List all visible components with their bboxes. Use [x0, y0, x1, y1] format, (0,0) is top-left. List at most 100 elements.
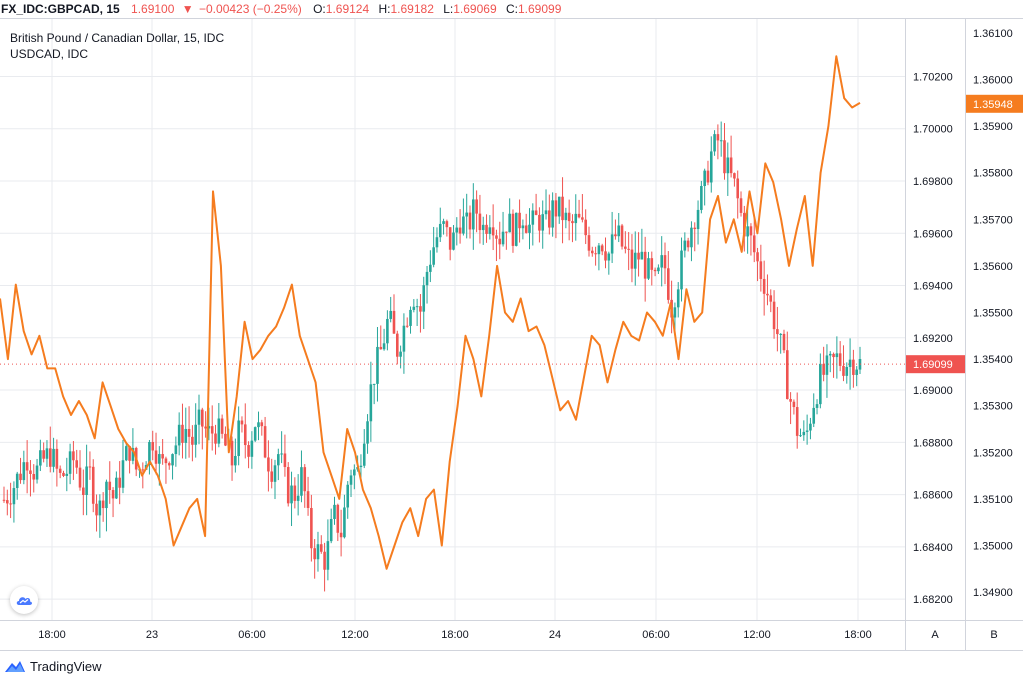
candle-body [690, 227, 693, 248]
usdcad-line [0, 55, 861, 570]
candle-body [161, 454, 164, 459]
candle-body [336, 504, 340, 533]
candle-body [148, 442, 151, 466]
tradingview-logo[interactable]: TradingView [4, 657, 102, 675]
candle-body [782, 333, 786, 351]
candle-body [852, 359, 855, 375]
candle-body [184, 428, 188, 443]
open-value: 1.69124 [325, 2, 370, 16]
candle-body [627, 248, 630, 250]
candle-body [696, 209, 700, 230]
candle-body [475, 199, 478, 214]
candle-body [296, 495, 300, 501]
high-label: H: [378, 2, 391, 16]
right-axis-tick-label: 1.35200 [973, 447, 1013, 459]
candle-body [693, 227, 697, 230]
candle-body [217, 418, 221, 444]
candle-body [118, 477, 121, 488]
candle-body [739, 198, 743, 213]
candle-body [799, 435, 802, 437]
time-axis-tick-label: 18:00 [844, 629, 872, 641]
candle-body [531, 210, 535, 225]
candle-body [514, 212, 518, 246]
left-axis-tick-label: 1.69800 [913, 176, 953, 188]
low-label: L: [443, 2, 454, 16]
candle-body [91, 466, 95, 504]
candle-body [756, 252, 759, 262]
candle-body [637, 252, 640, 260]
left-axis-tick-label: 1.68200 [913, 594, 953, 606]
price-change: −0.00423 (−0.25%) [199, 2, 302, 16]
symbol-name[interactable]: FX_IDC:GBPCAD, 15 [1, 2, 120, 16]
candle-body [164, 458, 168, 464]
candle-body [366, 421, 369, 444]
candle-body [673, 307, 677, 318]
tradingview-cloud-icon[interactable] [10, 586, 38, 614]
candle-body [201, 409, 204, 427]
candle-body [316, 544, 320, 560]
candle-body [554, 200, 558, 217]
candle-body [422, 285, 426, 312]
right-axis-tick-label: 1.35800 [973, 168, 1013, 180]
candle-body [481, 224, 485, 231]
candle-body [733, 173, 736, 179]
candle-body [210, 426, 214, 434]
candle-body [267, 457, 270, 472]
candle-body [72, 451, 75, 461]
candle-body [257, 422, 260, 428]
candle-body [214, 433, 217, 444]
candle-body [277, 454, 280, 466]
candle-body [815, 404, 819, 408]
candle-body [88, 466, 92, 468]
candle-body [111, 490, 115, 499]
candle-body [462, 216, 465, 234]
candle-body [534, 210, 538, 215]
candle-body [772, 301, 776, 330]
candle-body [45, 448, 49, 459]
time-axis-tick-label: 12:00 [743, 629, 771, 641]
candle-body [432, 247, 435, 265]
candle-body [392, 310, 396, 334]
candle-body [191, 436, 194, 445]
main-series-title[interactable]: British Pound / Canadian Dollar, 15, IDC [10, 31, 225, 45]
right-axis-tick-label: 1.35900 [973, 121, 1013, 133]
candle-body [402, 325, 406, 352]
candle-body [376, 346, 379, 384]
candle-body [686, 240, 690, 248]
candle-body [9, 503, 12, 505]
candle-body [290, 485, 293, 504]
left-axis-tick-label: 1.68800 [913, 437, 953, 449]
candle-body [237, 420, 240, 456]
candle-body [260, 422, 264, 427]
candle-body [452, 232, 455, 250]
candle-body [521, 225, 525, 229]
candle-body [2, 499, 6, 501]
candle-body [709, 151, 713, 183]
change-arrow-icon: ▼ [181, 2, 194, 16]
close-value: 1.69099 [517, 2, 562, 16]
candle-body [700, 186, 703, 210]
candle-body [303, 467, 307, 492]
candle-body [541, 214, 545, 231]
candle-body [805, 430, 809, 432]
overlay-series-title[interactable]: USDCAD, IDC [10, 47, 89, 61]
candle-body [667, 268, 670, 300]
candle-body [491, 227, 495, 236]
candle-body [171, 454, 174, 466]
candle-body [372, 383, 376, 385]
candle-body [478, 213, 482, 231]
candle-body [310, 507, 313, 549]
candle-body [776, 329, 779, 335]
candle-body [842, 365, 845, 376]
candle-body [577, 213, 581, 218]
candle-body [581, 217, 584, 220]
candle-body [706, 170, 710, 183]
candle-body [762, 278, 766, 294]
candle-body [35, 465, 39, 480]
candle-body [825, 355, 829, 375]
candle-body [819, 363, 822, 405]
candle-body [620, 225, 624, 247]
candle-body [382, 343, 386, 350]
candle-body [812, 407, 816, 424]
